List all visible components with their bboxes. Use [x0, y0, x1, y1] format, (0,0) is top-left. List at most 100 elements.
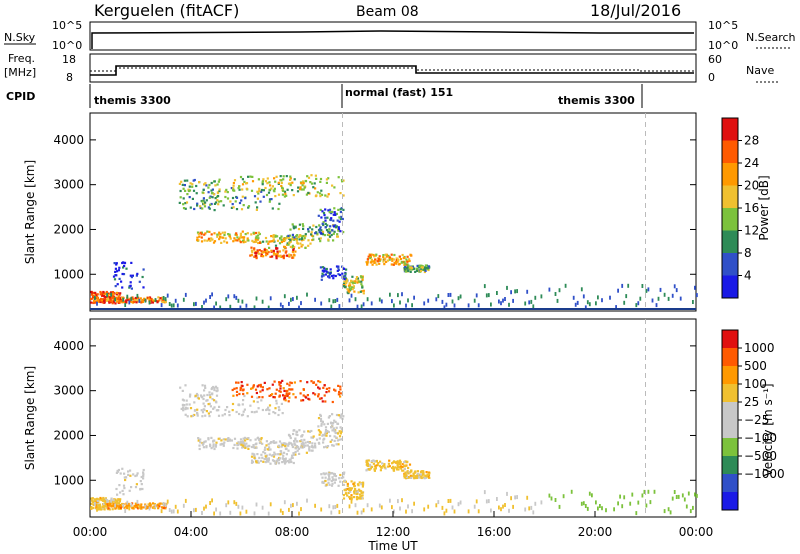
range-gate-cell — [252, 240, 255, 244]
range-gate-cell — [324, 216, 327, 219]
range-gate-cell — [261, 183, 264, 186]
range-gate-cell — [277, 444, 280, 447]
freq-tick-top: 18 — [62, 53, 76, 66]
range-gate-cell — [349, 488, 352, 491]
range-gate-cell — [112, 275, 116, 278]
range-gate-cell — [331, 472, 334, 475]
range-gate-cell — [335, 212, 338, 215]
range-gate-cell — [403, 256, 406, 260]
range-gate-cell — [283, 451, 286, 454]
range-gate-cell — [269, 184, 272, 187]
range-gate-cell — [370, 301, 373, 306]
range-gate-cell — [115, 471, 118, 474]
range-gate-cell — [110, 498, 112, 503]
range-gate-cell — [118, 277, 121, 280]
range-gate-cell — [349, 497, 352, 500]
nsky-tick-bottom-right: 10^0 — [708, 39, 738, 52]
range-gate-cell — [673, 490, 676, 494]
range-gate-cell — [453, 303, 456, 308]
range-gate-cell — [210, 447, 213, 450]
range-gate-cell — [265, 240, 268, 243]
range-gate-cell — [235, 233, 238, 237]
colorbar-swatch — [722, 474, 738, 492]
cpid-panel: CPID themis 3300 normal (fast) 151 themi… — [6, 84, 643, 108]
range-gate-cell — [111, 508, 114, 511]
range-gate-cell — [332, 422, 335, 425]
range-gate-cell — [103, 293, 106, 296]
range-gate-cell — [264, 251, 267, 254]
range-gate-cell — [306, 292, 308, 297]
range-gate-cell — [411, 268, 414, 271]
range-gate-cell — [287, 236, 290, 239]
range-gate-cell — [285, 394, 288, 397]
range-gate-cell — [274, 244, 278, 247]
range-gate-cell — [362, 508, 365, 513]
range-gate-cell — [250, 387, 253, 390]
range-gate-cell — [280, 402, 283, 405]
range-gate-cell — [424, 474, 427, 477]
range-gate-cell — [328, 276, 331, 279]
range-gate-cell — [284, 461, 287, 464]
range-gate-cell — [268, 200, 271, 203]
range-gate-cell — [669, 510, 672, 515]
range-gate-cell — [325, 445, 328, 448]
range-gate-cell — [193, 413, 196, 417]
range-gate-cell — [328, 208, 332, 211]
y-tick-label: 1000 — [53, 473, 84, 487]
range-gate-cell — [343, 489, 346, 492]
range-gate-cell — [142, 475, 145, 478]
range-gate-cell — [398, 459, 402, 462]
range-gate-cell — [483, 284, 486, 289]
range-gate-cell — [372, 260, 375, 263]
range-gate-cell — [485, 293, 488, 298]
range-gate-cell — [264, 446, 267, 449]
range-gate-cell — [221, 442, 224, 445]
range-gate-cell — [294, 226, 297, 229]
range-gate-cell — [427, 472, 431, 475]
range-gate-cell — [308, 226, 311, 229]
range-gate-cell — [410, 267, 413, 270]
range-gate-cell — [294, 237, 297, 240]
range-gate-cell — [196, 231, 200, 234]
range-gate-cell — [180, 180, 183, 183]
range-gate-cell — [420, 268, 423, 271]
range-gate-cell — [302, 442, 305, 445]
range-gate-cell — [441, 299, 444, 304]
range-gate-cell — [203, 300, 205, 305]
range-gate-cell — [182, 503, 185, 508]
range-gate-cell — [339, 416, 342, 419]
range-gate-cell — [254, 239, 257, 242]
range-gate-cell — [104, 292, 107, 295]
range-gate-cell — [139, 505, 142, 508]
range-gate-cell — [623, 495, 626, 500]
range-gate-cell — [317, 380, 320, 383]
range-gate-cell — [328, 298, 331, 303]
range-gate-cell — [289, 435, 292, 438]
range-gate-cell — [269, 240, 272, 243]
range-gate-cell — [423, 266, 426, 269]
range-gate-cell — [292, 227, 295, 230]
range-gate-cell — [287, 182, 291, 185]
range-gate-cell — [570, 489, 573, 494]
range-gate-cell — [342, 179, 345, 182]
range-gate-cell — [282, 442, 286, 445]
range-gate-cell — [417, 266, 420, 269]
range-gate-cell — [239, 234, 242, 238]
range-gate-cell — [418, 476, 421, 479]
range-gate-cell — [300, 439, 303, 442]
range-gate-cell — [213, 305, 215, 310]
range-gate-cell — [124, 478, 127, 482]
range-gate-cell — [328, 211, 331, 214]
range-gate-cell — [327, 275, 330, 278]
range-gate-cell — [196, 414, 199, 417]
range-gate-cell — [356, 304, 359, 309]
range-gate-cell — [298, 223, 301, 226]
range-gate-cell — [291, 233, 294, 236]
range-gate-cell — [203, 440, 206, 443]
range-gate-cell — [330, 212, 333, 215]
range-gate-cell — [203, 405, 206, 408]
range-gate-cell — [119, 498, 122, 501]
x-axis: 00:00 04:00 08:00 12:00 16:00 20:00 00:00 — [73, 511, 713, 539]
range-gate-cell — [268, 404, 272, 407]
